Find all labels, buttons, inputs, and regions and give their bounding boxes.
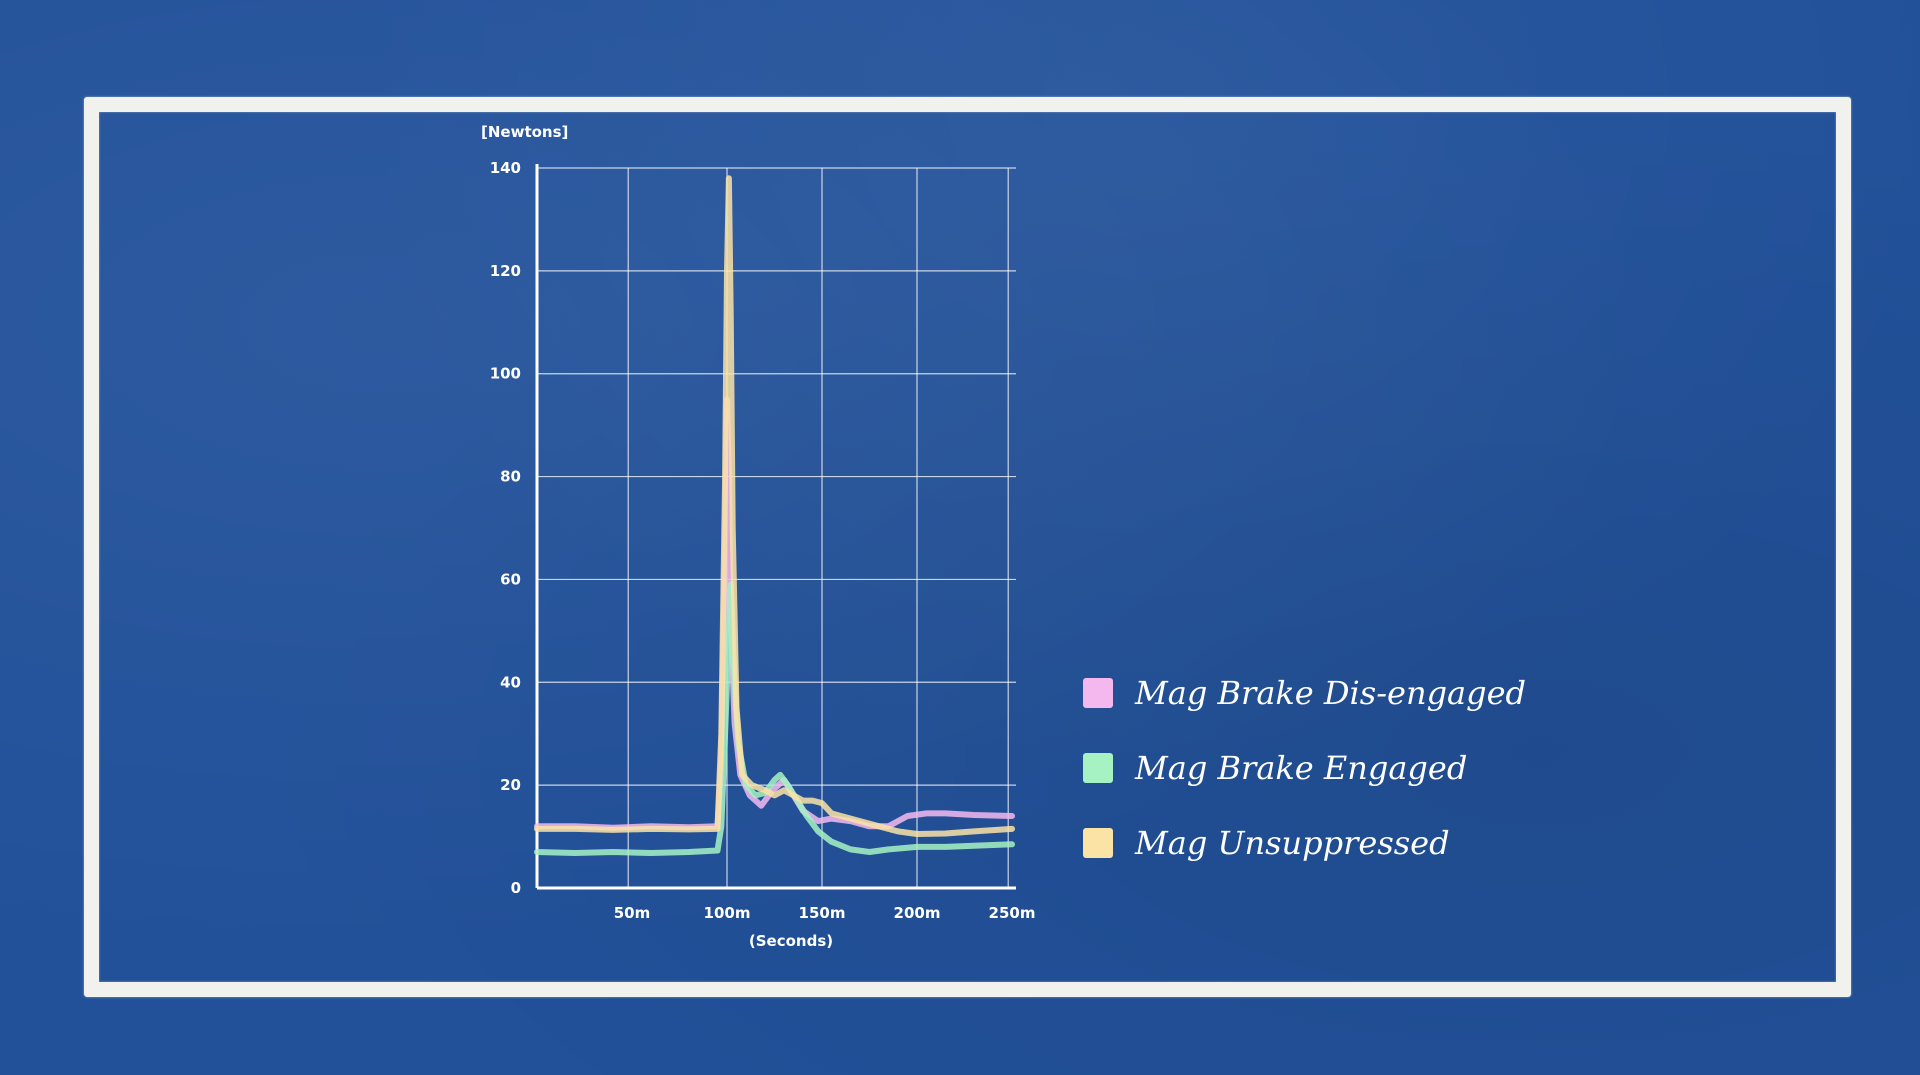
legend-swatch-2 [1083, 828, 1113, 858]
legend-label-2: Mag Unsuppressed [1134, 824, 1450, 862]
y-tick-label-40: 40 [500, 673, 521, 691]
legend-label-1: Mag Brake Engaged [1134, 749, 1467, 787]
x-tick-label-150: 150m [799, 904, 846, 922]
chalkboard-frame [84, 97, 1851, 997]
series-line-2 [534, 175, 1015, 837]
y-tick-label-140: 140 [490, 159, 521, 177]
x-axis-title: (Seconds) [749, 932, 833, 950]
y-tick-label-60: 60 [500, 570, 521, 588]
series-lines [534, 175, 1015, 856]
legend-swatch-1 [1083, 753, 1113, 783]
legend-swatch-0 [1083, 678, 1113, 708]
tick-labels: 0 20 40 60 80 100 120 140 50m 100m 150m 200m 250m [490, 159, 1036, 922]
x-tick-label-200: 200m [894, 904, 941, 922]
y-tick-label-100: 100 [490, 365, 521, 383]
legend-label-0: Mag Brake Dis-engaged [1134, 674, 1526, 712]
y-tick-label-120: 120 [490, 262, 521, 280]
x-tick-label-250: 250m [989, 904, 1036, 922]
legend: Mag Brake Dis-engaged Mag Brake Engaged Ma… [1083, 674, 1526, 862]
y-axis-title: [Newtons] [481, 123, 568, 141]
axes [535, 164, 1016, 890]
y-tick-label-20: 20 [500, 776, 521, 794]
x-tick-label-100: 100m [704, 904, 751, 922]
series-line-0 [534, 396, 1015, 831]
x-tick-label-50: 50m [614, 904, 651, 922]
y-tick-label-80: 80 [500, 468, 521, 486]
y-tick-label-0: 0 [511, 879, 521, 897]
